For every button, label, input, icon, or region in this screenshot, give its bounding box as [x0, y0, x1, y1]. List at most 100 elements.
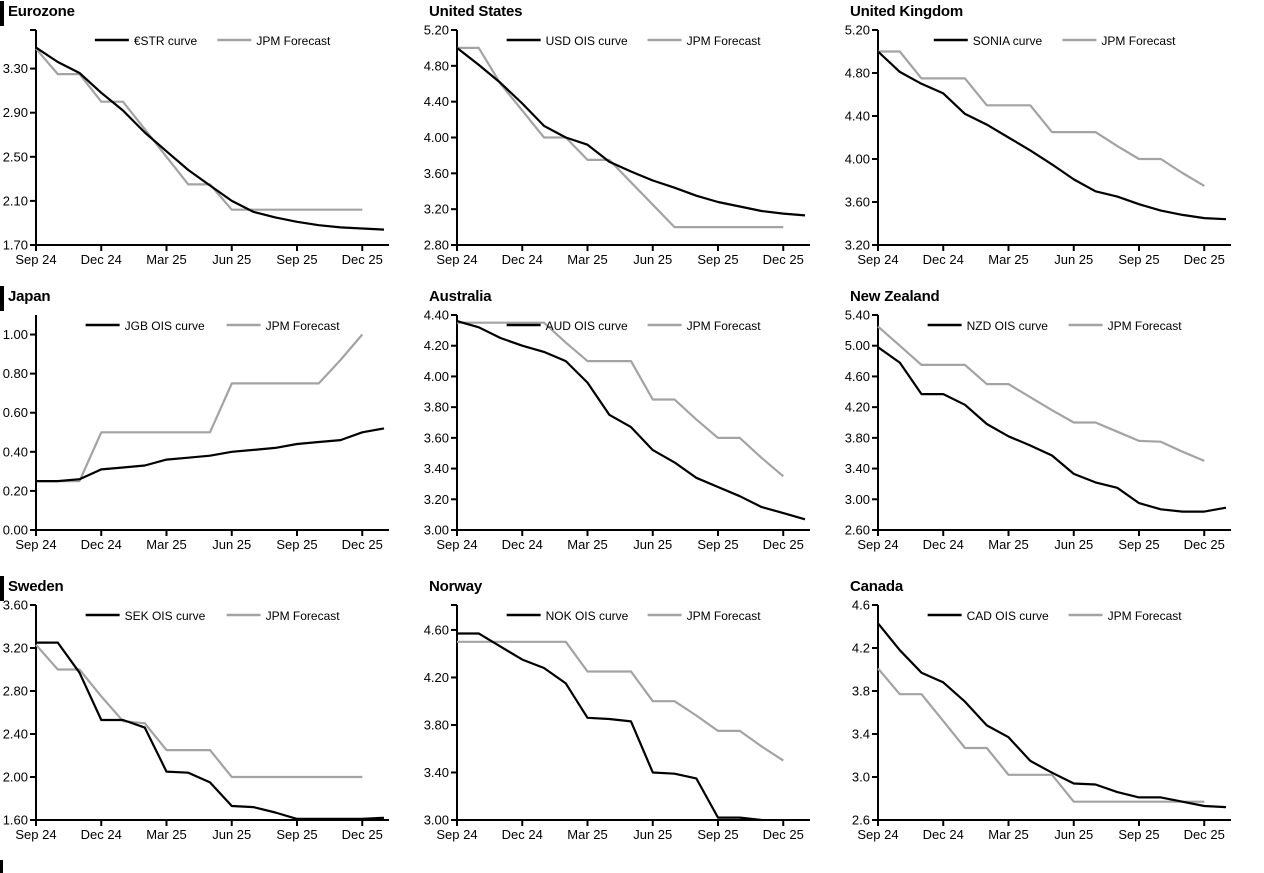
y-tick-label: 5.00	[845, 338, 870, 353]
section-marker	[0, 286, 4, 311]
series-line-jpm-forecast	[877, 667, 1205, 803]
y-tick-label: 3.0	[852, 770, 870, 785]
legend-label: NOK OIS curve	[546, 609, 629, 623]
y-tick-label: 3.40	[845, 461, 870, 476]
x-tick-label: Dec 24	[502, 827, 543, 842]
y-tick-label: 2.50	[3, 149, 28, 164]
legend-label: JPM Forecast	[1108, 609, 1183, 623]
legend-label: JPM Forecast	[1108, 319, 1183, 333]
x-tick-label: Sep 25	[697, 537, 738, 552]
y-tick-label: 4.00	[424, 369, 449, 384]
y-tick-label: 3.80	[845, 430, 870, 445]
chart-cell-eurozone: Eurozone 3.30 2.90 2.50 2.10 1.70 Sep 24 Dec 2…	[0, 0, 421, 285]
y-tick-label: 5.20	[424, 24, 449, 38]
x-tick-label: Sep 25	[697, 827, 738, 842]
x-tick-label: Mar 25	[988, 537, 1028, 552]
y-tick-label: 4.80	[424, 58, 449, 73]
x-tick-label: Mar 25	[146, 252, 186, 267]
y-tick-label: 3.60	[3, 599, 28, 613]
x-tick-label: Jun 25	[212, 537, 251, 552]
y-tick-label: 4.40	[424, 94, 449, 109]
chart-cell-japan: Japan 1.00 0.80 0.60 0.40 0.20 0.00 Sep 24 Dec …	[0, 285, 421, 575]
y-tick-label: 3.00	[424, 813, 449, 828]
y-tick-label: 4.2	[852, 641, 870, 656]
x-tick-label: Dec 24	[502, 252, 543, 267]
series-line-nok-ois-curve	[457, 632, 762, 822]
section-marker	[0, 576, 4, 601]
x-tick-label: Dec 24	[923, 252, 964, 267]
y-tick-label: 4.40	[845, 109, 870, 124]
series-line-sonia-curve	[877, 50, 1227, 221]
series-line-jpm-forecast	[457, 321, 785, 478]
y-tick-label: 2.6	[852, 813, 870, 828]
y-tick-label: 2.80	[3, 684, 28, 699]
legend-label: USD OIS curve	[546, 34, 628, 48]
x-tick-label: Jun 25	[212, 252, 251, 267]
legend-label: JGB OIS curve	[125, 319, 205, 333]
series-line-jpm-forecast	[457, 640, 784, 762]
chart-title-united-states: United States	[429, 3, 523, 20]
y-tick-label: 4.20	[424, 338, 449, 353]
x-tick-label: Mar 25	[567, 827, 607, 842]
y-tick-label: 3.20	[424, 202, 449, 217]
x-tick-label: Dec 25	[342, 537, 383, 552]
x-tick-label: Sep 25	[1118, 537, 1159, 552]
legend-label: JPM Forecast	[266, 609, 341, 623]
y-tick-label: 2.60	[845, 523, 870, 538]
chart-title-new-zealand: New Zealand	[850, 288, 940, 305]
series-line-nzd-ois-curve	[877, 346, 1227, 513]
series-line-jgb-ois-curve	[36, 427, 385, 483]
y-tick-label: 5.20	[845, 24, 870, 38]
y-tick-label: 3.8	[852, 684, 870, 699]
x-tick-label: Sep 24	[857, 252, 898, 267]
y-tick-label: 1.70	[3, 238, 28, 253]
chart-cell-united-states: United States 5.20 4.80 4.40 4.00 3.60 3.20 2.…	[421, 0, 842, 285]
y-tick-label: 4.60	[845, 369, 870, 384]
x-tick-label: Sep 24	[15, 537, 56, 552]
x-tick-label: Sep 25	[1118, 827, 1159, 842]
y-tick-label: 2.90	[3, 105, 28, 120]
x-tick-label: Dec 25	[763, 252, 804, 267]
y-tick-label: 4.00	[845, 152, 870, 167]
series-line-cad-ois-curve	[877, 622, 1227, 809]
section-marker	[0, 1, 4, 26]
legend-label: NZD OIS curve	[967, 319, 1049, 333]
x-tick-label: Sep 25	[697, 252, 738, 267]
series-line-sek-ois-curve	[36, 641, 385, 820]
y-tick-label: 3.20	[3, 641, 28, 656]
legend-label: CAD OIS curve	[967, 609, 1049, 623]
x-tick-label: Sep 24	[436, 537, 477, 552]
chart-cell-norway: Norway 4.60 4.20 3.80 3.40 3.00 Sep 24 Dec 24 M…	[421, 575, 842, 873]
x-tick-label: Jun 25	[633, 827, 672, 842]
y-tick-label: 1.60	[3, 813, 28, 828]
legend-label: JPM Forecast	[256, 34, 331, 48]
y-tick-label: 3.20	[424, 492, 449, 507]
chart-cell-new-zealand: New Zealand 5.40 5.00 4.60 4.20 3.80 3.40 3.00…	[842, 285, 1264, 575]
chart-title-united-kingdom: United Kingdom	[850, 3, 964, 20]
x-tick-label: Mar 25	[988, 827, 1028, 842]
x-tick-label: Mar 25	[988, 252, 1028, 267]
y-tick-label: 4.00	[424, 130, 449, 145]
legend-label: JPM Forecast	[266, 319, 341, 333]
series-line-jpm-forecast	[457, 46, 784, 229]
x-tick-label: Dec 25	[342, 827, 383, 842]
series-line-usd-ois-curve	[456, 47, 806, 217]
legend-label: AUD OIS curve	[546, 319, 628, 333]
x-tick-label: Sep 25	[1118, 252, 1159, 267]
y-tick-label: 4.60	[424, 622, 449, 637]
x-tick-label: Jun 25	[212, 827, 251, 842]
x-tick-label: Dec 24	[81, 252, 122, 267]
section-marker-partial	[0, 860, 3, 873]
chart-cell-australia: Australia 4.40 4.20 4.00 3.80 3.60 3.40 3.20 3.…	[421, 285, 842, 575]
chart-cell-sweden: Sweden 3.60 3.20 2.80 2.40 2.00 1.60 Sep 24 Dec…	[0, 575, 421, 873]
legend-label: JPM Forecast	[1101, 34, 1176, 48]
series-line-jpm-forecast	[35, 47, 363, 211]
legend-label: SEK OIS curve	[125, 609, 206, 623]
